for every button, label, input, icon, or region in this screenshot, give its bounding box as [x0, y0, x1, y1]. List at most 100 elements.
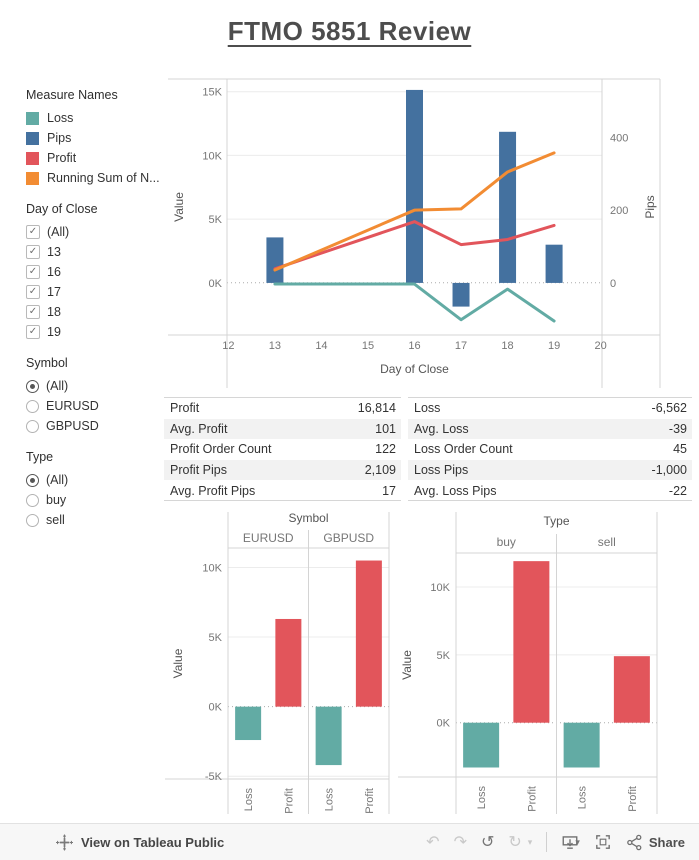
bar-mark-buy-loss[interactable] — [463, 722, 500, 768]
sidebar: Measure Names Loss Pips Profit Running Sum … — [26, 88, 164, 544]
legend-item-pips[interactable]: Pips — [26, 128, 164, 148]
summary-table-loss-column: Loss -6,562 Avg. Loss -39 Loss Order Count 45… — [408, 397, 692, 501]
left-axis-title: Value — [172, 192, 186, 222]
checkbox-icon[interactable]: ✓ — [26, 325, 40, 339]
radio-icon[interactable] — [26, 419, 39, 433]
x-axis-tick: 12 — [222, 340, 234, 352]
radio-icon[interactable] — [26, 513, 39, 527]
radio-option-gbpusd[interactable]: GBPUSD — [26, 416, 164, 436]
revert-icon[interactable]: ↺ — [480, 832, 495, 851]
table-row-label: Loss Order Count — [414, 442, 513, 457]
table-row-value: 101 — [375, 421, 396, 436]
table-row-value: 16,814 — [357, 401, 396, 416]
left-axis-tick: 5K — [209, 214, 223, 226]
table-row-loss: Loss -6,562 — [408, 398, 692, 419]
radio-icon[interactable] — [26, 493, 39, 507]
type-filter-title: Type — [26, 450, 54, 464]
checkbox-icon[interactable]: ✓ — [26, 265, 40, 279]
checkbox-label: 17 — [47, 285, 61, 299]
bar-mark-pips-day-13[interactable] — [266, 237, 284, 283]
checkbox-option-19[interactable]: ✓ 19 — [26, 322, 164, 342]
line-mark-running-sum-of-net[interactable] — [273, 151, 556, 272]
y-axis-title: Value — [400, 650, 414, 680]
bar-mark-gbpusd-profit[interactable] — [355, 560, 382, 707]
toolbar-divider — [546, 832, 548, 852]
filter-type: Type (All) buy sell — [26, 450, 164, 530]
share-label: Share — [648, 834, 685, 850]
checkbox-label: 16 — [47, 265, 61, 279]
checkbox-icon[interactable]: ✓ — [26, 225, 40, 239]
x-axis-tick: 13 — [269, 340, 281, 352]
line-mark-profit[interactable] — [273, 220, 556, 271]
bar-mark-sell-profit[interactable] — [613, 656, 650, 723]
checkbox-option-all[interactable]: ✓ (All) — [26, 222, 164, 242]
category-label: Loss — [324, 788, 336, 812]
view-on-tableau-link[interactable]: View on Tableau Public — [56, 834, 224, 851]
radio-option-sell[interactable]: sell — [26, 510, 164, 530]
table-row-label: Avg. Profit — [170, 421, 228, 436]
bar-mark-pips-day-19[interactable] — [545, 244, 563, 283]
table-row-label: Avg. Loss — [414, 421, 469, 436]
bar-mark-eurusd-loss[interactable] — [235, 706, 262, 741]
legend-item-profit[interactable]: Profit — [26, 148, 164, 168]
radio-label: buy — [46, 493, 67, 507]
checkbox-label: 19 — [47, 325, 61, 339]
bar-mark-pips-day-17[interactable] — [452, 282, 470, 307]
x-axis-tick: 16 — [408, 340, 420, 352]
legend-title: Measure Names — [26, 88, 118, 102]
tableau-logo-icon — [56, 834, 73, 850]
checkbox-option-16[interactable]: ✓ 16 — [26, 262, 164, 282]
radio-option-all[interactable]: (All) — [26, 376, 164, 396]
bar-mark-buy-profit[interactable] — [513, 561, 550, 723]
summary-table: Profit 16,814 Avg. Profit 101 Profit Order C… — [164, 397, 692, 501]
legend-item-running-sum-of-n[interactable]: Running Sum of N... — [26, 168, 164, 188]
right-axis-tick: 200 — [610, 205, 628, 217]
symbol-bar-chart[interactable]: Loss Profit EURUSD Loss Profit GBPUSD 10K 5K 0K -… — [165, 508, 393, 828]
table-row-loss-pips: Loss Pips -1,000 — [408, 459, 692, 481]
bar-mark-sell-loss[interactable] — [563, 722, 600, 768]
redo-icon: ↷ — [453, 832, 467, 851]
table-row-value: -22 — [668, 483, 687, 498]
x-axis-tick: 19 — [548, 340, 560, 352]
y-axis-title: Value — [171, 648, 185, 678]
checkbox-icon[interactable]: ✓ — [26, 245, 40, 259]
radio-icon[interactable] — [26, 473, 39, 487]
share-icon — [627, 834, 642, 850]
download-icon — [562, 836, 578, 849]
right-axis-title: Pips — [643, 195, 657, 218]
main-combo-chart[interactable]: 15K 10K 5K 0K 400 200 0 12 13 14 15 16 17 18 19 20 Day o… — [168, 70, 665, 396]
radio-icon[interactable] — [26, 379, 39, 393]
toolbar: View on Tableau Public ↶ ↷ ↺ ↻ ▾ ▾ — [0, 823, 699, 860]
radio-option-eurusd[interactable]: EURUSD — [26, 396, 164, 416]
legend-swatch-icon — [26, 171, 39, 185]
view-on-tableau-label: View on Tableau Public — [81, 834, 225, 850]
summary-table-profit-column: Profit 16,814 Avg. Profit 101 Profit Order C… — [164, 397, 401, 501]
radio-option-all[interactable]: (All) — [26, 470, 164, 490]
line-mark-loss[interactable] — [273, 282, 556, 323]
bar-mark-gbpusd-loss[interactable] — [315, 706, 342, 766]
checkbox-option-18[interactable]: ✓ 18 — [26, 302, 164, 322]
day-filter-title: Day of Close — [26, 202, 98, 216]
checkbox-option-17[interactable]: ✓ 17 — [26, 282, 164, 302]
radio-option-buy[interactable]: buy — [26, 490, 164, 510]
download-button[interactable]: ▾ — [561, 833, 580, 851]
type-bar-chart[interactable]: Loss Profit buy Loss Profit sell 10K 5K 0K Type Va… — [398, 508, 698, 828]
bar-mark-pips-day-16[interactable] — [406, 89, 423, 283]
share-button[interactable]: Share — [626, 834, 685, 851]
chart-title: Symbol — [288, 511, 328, 525]
bar-mark-pips-day-18[interactable] — [499, 131, 517, 283]
checkbox-icon[interactable]: ✓ — [26, 285, 40, 299]
radio-icon[interactable] — [26, 399, 39, 413]
x-axis-title: Day of Close — [380, 362, 449, 376]
category-label: Profit — [627, 786, 639, 812]
checkbox-option-13[interactable]: ✓ 13 — [26, 242, 164, 262]
group-header: GBPUSD — [323, 531, 374, 545]
fullscreen-button[interactable] — [594, 833, 612, 851]
table-row-avg-profit-pips: Avg. Profit Pips 17 — [164, 480, 401, 501]
table-row-label: Profit — [170, 401, 200, 416]
table-row-value: -39 — [668, 421, 687, 436]
left-axis-tick: 0K — [209, 278, 223, 290]
bar-mark-eurusd-profit[interactable] — [275, 618, 302, 707]
legend-item-loss[interactable]: Loss — [26, 108, 164, 128]
checkbox-icon[interactable]: ✓ — [26, 305, 40, 319]
